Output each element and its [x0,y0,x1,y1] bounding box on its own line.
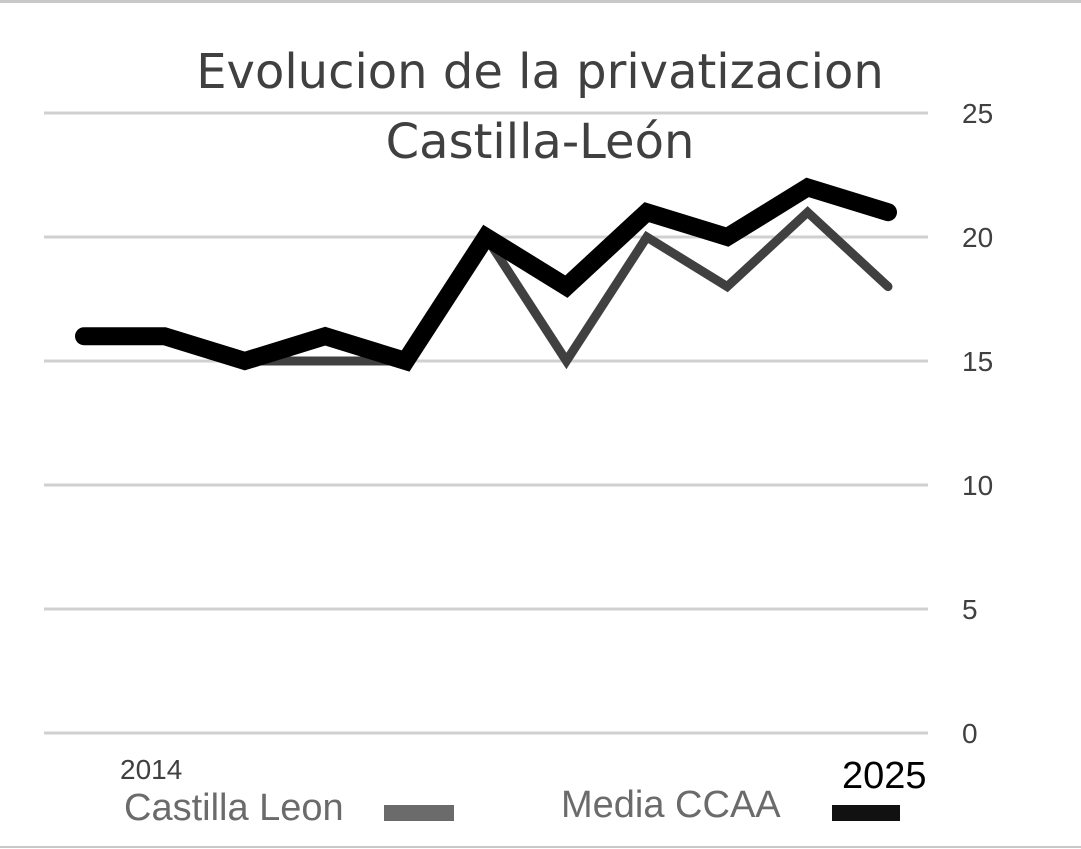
x-tick-label: 2014 [120,754,182,785]
gridlines [44,111,928,735]
y-tick-label: 25 [962,98,993,129]
data-point [726,286,728,288]
data-point [807,186,809,188]
legend: Castilla Leon Media CCAA [124,784,900,829]
series-lines [75,177,897,372]
y-tick-label: 5 [962,594,978,625]
data-point [244,360,246,362]
data-point [807,211,809,213]
y-tick-label: 10 [962,470,993,501]
legend-label: Media CCAA [561,784,781,826]
legend-swatch [832,805,900,821]
x-tick-label: 2025 [842,755,927,797]
data-point [565,286,567,288]
x-axis-ticks: 2014 2025 [120,754,927,797]
chart-subtitle: Castilla-León [386,114,695,170]
data-point [405,360,407,362]
data-point [324,335,326,337]
frame-bottom-border [0,846,1081,848]
frame-top-border [0,0,1081,3]
y-tick-label: 0 [962,718,978,749]
y-tick-label: 20 [962,222,993,253]
data-point [324,360,326,362]
data-point [646,211,648,213]
y-axis-ticks: 0 5 10 15 20 25 [962,98,993,749]
y-tick-label: 15 [962,346,993,377]
legend-label: Castilla Leon [124,787,344,829]
series-line-media-ccaa [75,177,897,372]
legend-swatch [384,805,454,821]
data-point [646,236,648,238]
data-point [565,360,567,362]
data-point [726,236,728,238]
chart-title: Evolucion de la privatizacion [196,44,884,100]
data-point [163,335,165,337]
data-point [887,286,889,288]
data-point [83,335,85,337]
data-point [887,211,889,213]
data-point [485,236,487,238]
